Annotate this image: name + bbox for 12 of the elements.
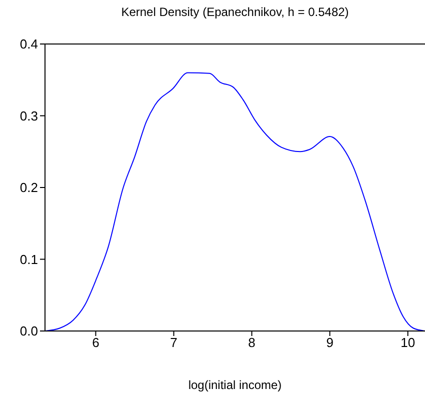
chart-title: Kernel Density (Epanechnikov, h = 0.5482) [120, 5, 350, 19]
x-tick-label: 8 [248, 335, 256, 350]
x-tick-label: 7 [170, 335, 178, 350]
x-tick-label: 9 [326, 335, 334, 350]
y-tick-label: 0.0 [20, 324, 38, 339]
x-axis-title: log(initial income) [187, 378, 283, 392]
x-tick-label: 10 [400, 335, 416, 350]
y-tick-label: 0.1 [20, 252, 38, 267]
y-tick-label: 0.4 [20, 36, 38, 52]
x-tick-label: 6 [92, 335, 100, 350]
y-tick-label: 0.3 [20, 108, 38, 124]
y-tick-label: 0.2 [20, 180, 38, 196]
